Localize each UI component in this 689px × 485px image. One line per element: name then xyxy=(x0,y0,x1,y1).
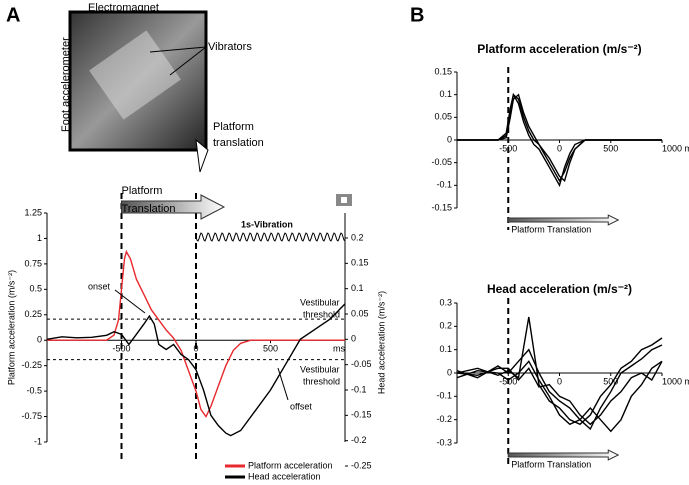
y-tick-label: 0.1 xyxy=(439,344,452,354)
icon xyxy=(341,197,347,203)
annotation-arrow xyxy=(277,367,289,401)
vibration-label: 1s-Vibration xyxy=(241,219,293,229)
legend-label: Platform acceleration xyxy=(248,460,333,470)
arrow-label: Platform Translation xyxy=(511,224,591,234)
x-tick-label: 0 xyxy=(557,376,562,386)
chart-title: Platform acceleration (m/s⁻²) xyxy=(477,42,641,56)
y2-tick-label: 0.2 xyxy=(351,232,364,242)
y-axis-label: Platform acceleration (m/s⁻²) xyxy=(6,270,16,385)
photo-label: Foot accelerometer xyxy=(60,37,72,132)
annotation: Vestibular xyxy=(300,297,340,307)
y-tick-label: -0.1 xyxy=(436,180,452,190)
arrow-label: Translation xyxy=(122,203,176,215)
y2-axis-label: Head acceleration (m/s⁻²) xyxy=(376,291,386,394)
annotation: threshold xyxy=(303,376,340,386)
panel-label: B xyxy=(410,4,424,26)
y-tick-label: -0.25 xyxy=(21,360,42,370)
y2-tick-label: -0.25 xyxy=(351,460,372,470)
data-line xyxy=(456,360,663,426)
data-line xyxy=(456,360,663,433)
vibration-wave xyxy=(195,232,346,242)
y-tick-label: 1.25 xyxy=(24,207,42,217)
y-tick-label: 1 xyxy=(37,233,42,243)
y2-tick-label: -0.2 xyxy=(351,435,367,445)
x-tick-label: 1000 ms xyxy=(662,143,689,153)
translation-arrow xyxy=(507,449,620,461)
y-tick-label: 0.25 xyxy=(24,309,42,319)
photo-label: Vibrators xyxy=(208,41,252,53)
annotation: onset xyxy=(88,281,111,291)
y-tick-label: 0.05 xyxy=(434,112,452,122)
pointer xyxy=(195,138,209,173)
annotation: threshold xyxy=(303,309,340,319)
y2-tick-label: -0.15 xyxy=(351,410,372,420)
translation-arrow xyxy=(507,214,620,226)
y-tick-label: 0 xyxy=(447,367,452,377)
x-tick-label: 500 xyxy=(603,143,618,153)
y-tick-label: 0.5 xyxy=(29,284,42,294)
y2-tick-label: 0.15 xyxy=(351,258,369,268)
x-unit: ms xyxy=(333,344,345,354)
y-tick-label: -0.75 xyxy=(21,411,42,421)
y-tick-label: 0 xyxy=(37,335,42,345)
data-line xyxy=(46,303,346,437)
y-tick-label: -0.15 xyxy=(431,202,452,212)
y-tick-label: 0 xyxy=(447,134,452,144)
y-tick-label: -1 xyxy=(34,436,42,446)
y-tick-label: -0.2 xyxy=(436,414,452,424)
panel-label: A xyxy=(6,4,20,26)
annotation: offset xyxy=(290,401,312,411)
photo-detail xyxy=(89,30,181,120)
y2-tick-label: -0.1 xyxy=(351,384,367,394)
data-line xyxy=(456,316,663,426)
y-tick-label: 0.1 xyxy=(439,89,452,99)
photo-label: translation xyxy=(213,137,264,149)
y-tick-label: 0.15 xyxy=(434,66,452,76)
annotation-arrow xyxy=(114,289,146,314)
data-line xyxy=(456,344,663,431)
legend-label: Head acceleration xyxy=(248,471,321,481)
y2-tick-label: -0.05 xyxy=(351,359,372,369)
y2-tick-label: 0.1 xyxy=(351,283,364,293)
y-tick-label: -0.1 xyxy=(436,391,452,401)
pointer xyxy=(149,46,207,53)
x-tick-label: 500 xyxy=(263,344,278,354)
x-tick-label: 0 xyxy=(557,143,562,153)
data-line xyxy=(457,93,662,183)
pointer xyxy=(169,46,207,76)
arrow-label: Platform xyxy=(122,185,163,197)
y-tick-label: -0.05 xyxy=(431,157,452,167)
photo-label: Platform xyxy=(213,121,254,133)
y2-tick-label: 0 xyxy=(351,334,356,344)
annotation: Vestibular xyxy=(300,364,340,374)
y-tick-label: 0.2 xyxy=(439,321,452,331)
x-tick-label: 500 xyxy=(603,376,618,386)
y2-tick-label: 0.05 xyxy=(351,308,369,318)
y-tick-label: 0.3 xyxy=(439,297,452,307)
data-line xyxy=(457,93,662,183)
translation-arrow xyxy=(121,194,226,220)
x-tick-label: 1000 ms xyxy=(662,376,689,386)
y-tick-label: -0.3 xyxy=(436,437,452,447)
arrow-label: Platform Translation xyxy=(511,459,591,469)
y-tick-label: -0.5 xyxy=(26,385,42,395)
data-line xyxy=(47,249,345,418)
data-line xyxy=(457,92,662,188)
photo-label: Electromagnet xyxy=(88,2,159,14)
chart-title: Head acceleration (m/s⁻²) xyxy=(487,282,632,296)
y-tick-label: 0.75 xyxy=(24,258,42,268)
